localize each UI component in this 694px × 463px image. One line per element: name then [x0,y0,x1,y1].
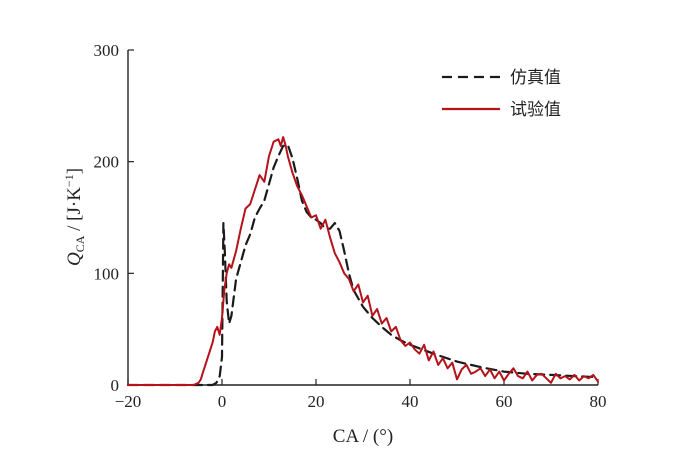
x-axis-title: CA / (°) [333,426,393,447]
x-tick-label: 60 [496,392,513,411]
y-axis-unit-prefix: / [J·K [64,187,85,236]
y-axis-symbol: Q [64,252,85,266]
series-line-simulated [126,143,600,387]
y-axis-title: QCA / [J·K−1] [62,168,87,266]
y-tick-label: 300 [94,41,120,60]
legend: 仿真值 试验值 [442,68,561,120]
series-layer [126,136,600,387]
series-line-experimental [127,136,599,386]
x-tick-label: 20 [308,392,325,411]
legend-label-simulated: 仿真值 [510,68,561,88]
x-tick-label: 0 [218,392,227,411]
y-axis-unit-suffix: ] [64,168,85,174]
y-tick-label: 100 [94,264,120,283]
axes [127,50,598,386]
y-axis-subscript: CA [73,235,87,252]
y-axis-unit-exp: −1 [62,174,76,187]
x-tick-label: 40 [402,392,419,411]
y-tick-label: 0 [111,376,120,395]
legend-label-experimental: 试验值 [510,100,561,120]
x-tick-label: 80 [590,392,607,411]
y-tick-label: 200 [94,153,120,172]
x-tick-label: −20 [115,392,142,411]
